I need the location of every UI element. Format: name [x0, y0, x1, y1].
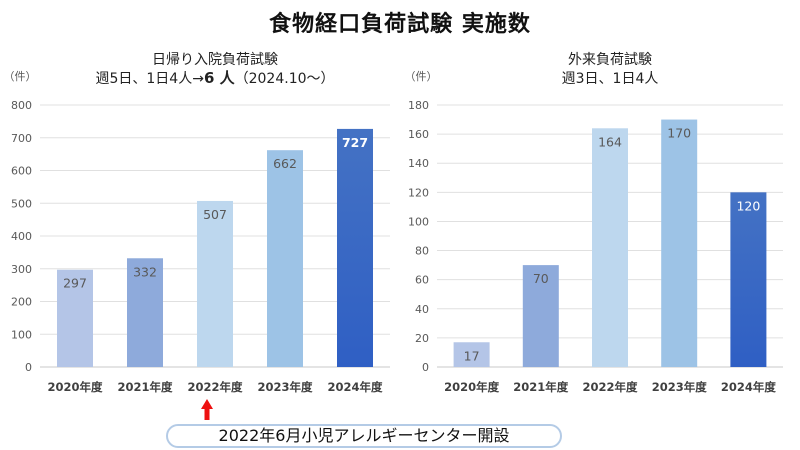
outpatient-y-tick-label: 160: [408, 128, 429, 141]
outpatient-y-tick-label: 20: [415, 332, 429, 345]
inpatient-unit-label: （件）: [4, 70, 37, 83]
center-opening-note: 2022年6月小児アレルギーセンター開設: [166, 424, 562, 448]
outpatient-x-tick-label: 2021年度: [513, 380, 569, 394]
inpatient-y-tick-label: 100: [11, 328, 32, 341]
inpatient-x-tick-label: 2022年度: [187, 380, 243, 394]
inpatient-data-label: 332: [133, 264, 157, 279]
inpatient-bar: [127, 258, 163, 367]
outpatient-data-label: 17: [464, 348, 480, 363]
inpatient-subtitle-suffix: （2024.10～）: [235, 71, 335, 87]
inpatient-bar: [57, 269, 93, 367]
outpatient-bar: [592, 128, 628, 367]
outpatient-y-tick-label: 100: [408, 215, 429, 228]
inpatient-data-label: 507: [203, 207, 227, 222]
arrow-up-icon-head: [201, 399, 213, 409]
inpatient-y-tick-label: 700: [11, 132, 32, 145]
arrow-up-icon: [201, 399, 213, 420]
inpatient-x-tick-label: 2023年度: [257, 380, 313, 394]
inpatient-y-tick-label: 600: [11, 165, 32, 178]
outpatient-bar: [522, 265, 559, 367]
outpatient-title: 外来負荷試験: [568, 52, 652, 68]
outpatient-y-tick-label: 120: [408, 186, 429, 199]
inpatient-y-tick-label: 800: [11, 99, 32, 112]
inpatient-bar: [267, 150, 303, 367]
outpatient-bar: [730, 192, 767, 367]
inpatient-subtitle: 週5日、1日4人→6 人（2024.10～）: [95, 69, 334, 87]
inpatient-y-tick-label: 500: [11, 197, 32, 210]
outpatient-y-tick-label: 140: [408, 157, 429, 170]
outpatient-y-tick-label: 80: [415, 245, 429, 258]
outpatient-x-tick-label: 2024年度: [721, 380, 777, 394]
inpatient-data-label: 297: [63, 276, 87, 291]
inpatient-x-tick-label: 2021年度: [117, 380, 173, 394]
outpatient-data-label: 70: [533, 271, 549, 286]
inpatient-y-tick-label: 200: [11, 296, 32, 309]
outpatient-x-tick-label: 2022年度: [582, 380, 638, 394]
inpatient-bar: [197, 200, 233, 367]
inpatient-x-tick-label: 2024年度: [327, 380, 383, 394]
inpatient-bar: [337, 128, 373, 367]
outpatient-data-label: 170: [667, 126, 691, 141]
outpatient-unit-label: （件）: [405, 70, 438, 83]
inpatient-y-tick-label: 300: [11, 263, 32, 276]
outpatient-y-tick-label: 180: [408, 99, 429, 112]
outpatient-data-label: 164: [598, 134, 622, 149]
page-title: 食物経口負荷試験 実施数: [269, 12, 531, 37]
inpatient-title: 日帰り入院負荷試験: [152, 51, 278, 68]
outpatient-y-tick-label: 0: [422, 361, 429, 374]
inpatient-y-tick-label: 0: [25, 361, 32, 374]
outpatient-subtitle: 週3日、1日4人: [562, 71, 659, 87]
inpatient-y-tick-label: 400: [11, 230, 32, 243]
outpatient-bar: [453, 342, 490, 367]
outpatient-y-tick-label: 60: [415, 274, 429, 287]
outpatient-x-tick-label: 2023年度: [652, 380, 708, 394]
outpatient-data-label: 120: [736, 198, 760, 213]
outpatient-subtitle-prefix: 週3日、1日4人: [562, 71, 659, 87]
inpatient-data-label: 727: [342, 135, 368, 150]
inpatient-x-tick-label: 2020年度: [47, 380, 103, 394]
inpatient-subtitle-bold: 6 人: [204, 69, 236, 87]
inpatient-data-label: 662: [273, 156, 297, 171]
outpatient-x-tick-label: 2020年度: [444, 380, 500, 394]
outpatient-bar: [661, 119, 698, 367]
outpatient-y-tick-label: 40: [415, 303, 429, 316]
inpatient-subtitle-prefix: 週5日、1日4人→: [95, 71, 204, 87]
arrow-up-icon-shaft: [204, 408, 210, 420]
